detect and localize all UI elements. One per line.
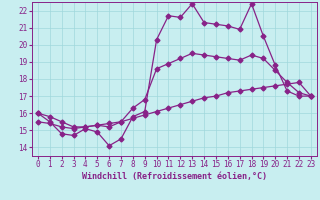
X-axis label: Windchill (Refroidissement éolien,°C): Windchill (Refroidissement éolien,°C) (82, 172, 267, 181)
